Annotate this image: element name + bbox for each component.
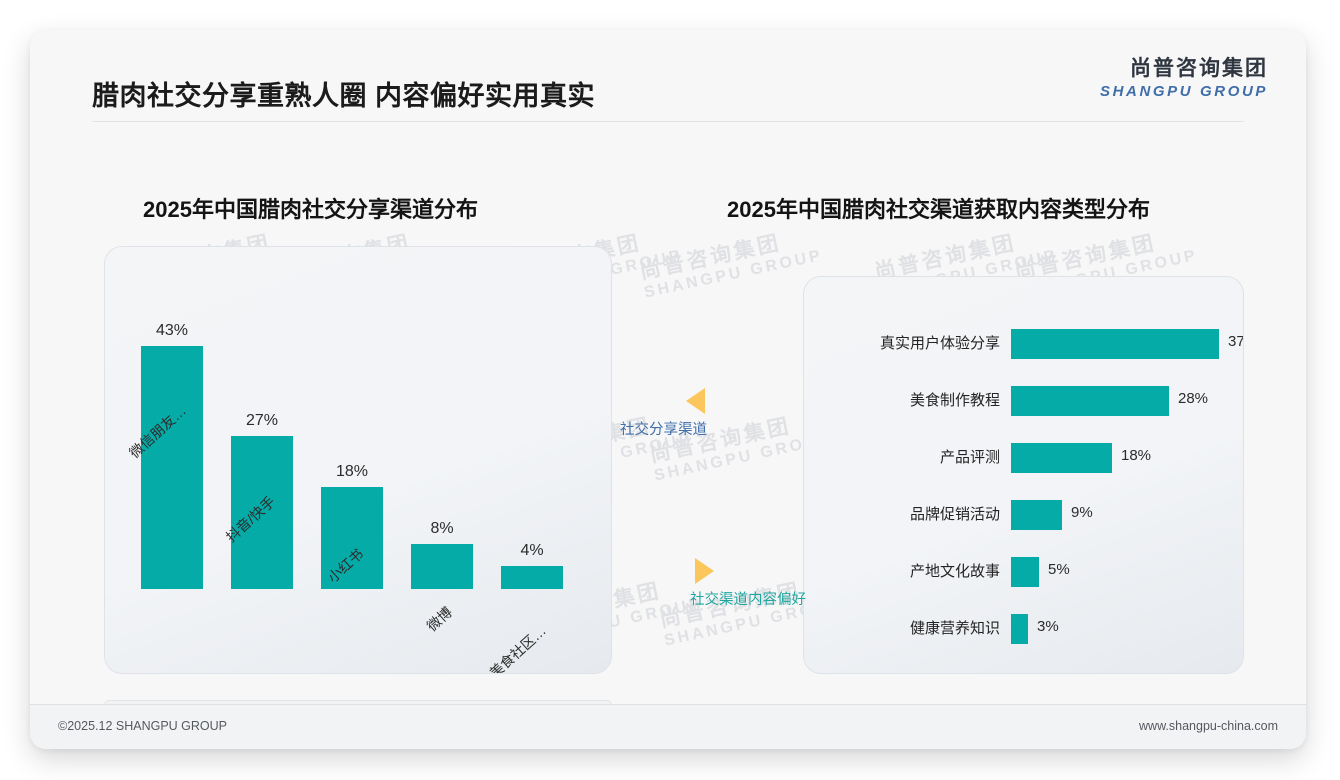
bar-row[interactable]: 产地文化故事 5% xyxy=(804,557,1243,587)
annotation-social-share-channel: 社交分享渠道 xyxy=(620,388,707,439)
bar-column[interactable]: 27% 抖音/快手 xyxy=(223,406,293,589)
bar[interactable] xyxy=(1011,386,1169,416)
logo-english-text: SHANGPU GROUP xyxy=(1100,83,1268,100)
triangle-left-icon xyxy=(686,388,705,414)
bar-value-label: 3% xyxy=(1037,618,1059,635)
bar-value-label: 4% xyxy=(520,542,544,559)
annotation-label: 社交分享渠道 xyxy=(620,422,707,438)
bar-row[interactable]: 美食制作教程 28% xyxy=(804,386,1243,416)
bar-value-label: 27% xyxy=(245,412,279,429)
bar-value-label: 37% xyxy=(1228,333,1244,350)
bar-value-label: 18% xyxy=(335,463,369,480)
watermark-chinese: 尚普咨询集团 xyxy=(637,231,784,284)
footer-copyright: ©2025.12 SHANGPU GROUP xyxy=(58,719,227,733)
bar[interactable] xyxy=(411,544,473,589)
bar-value-label: 18% xyxy=(1121,447,1152,464)
slide-header: 腊肉社交分享重熟人圈 内容偏好实用真实 尚普咨询集团 SHANGPU GROUP xyxy=(30,30,1306,122)
bar-column[interactable]: 8% 微博 xyxy=(411,514,473,634)
bar[interactable] xyxy=(501,566,563,589)
bar-category-label: 真实用户体验分享 xyxy=(879,335,1000,352)
right-chart-panel: 真实用户体验分享 37% 美食制作教程 28% 产品评测 18% 品牌促销活动 9% 产地文化故… xyxy=(803,276,1244,674)
bar[interactable] xyxy=(1011,500,1062,530)
bar-value-label: 8% xyxy=(430,520,454,537)
annotation-label: 社交渠道内容偏好 xyxy=(690,592,806,608)
bar-value-label: 5% xyxy=(1048,561,1070,578)
bar-value-label: 9% xyxy=(1071,504,1093,521)
bar-row[interactable]: 产品评测 18% xyxy=(804,443,1243,473)
bar[interactable] xyxy=(321,487,383,589)
bar-value-label: 28% xyxy=(1178,390,1209,407)
right-chart-title: 2025年中国腊肉社交渠道获取内容类型分布 xyxy=(727,197,1150,222)
bar-column[interactable]: 18% 小红书 xyxy=(321,457,383,589)
bar-category-label: 微博 xyxy=(423,603,456,635)
page-title: 腊肉社交分享重熟人圈 内容偏好实用真实 xyxy=(92,81,596,111)
brand-logo: 尚普咨询集团 SHANGPU GROUP xyxy=(1100,58,1268,99)
triangle-right-icon xyxy=(695,558,714,584)
left-chart-panel: 43% 微信朋友… 27% 抖音/快手 18% 小红书 8% 微博 4% 美食社区… xyxy=(104,246,612,674)
vertical-bar-plot: 43% 微信朋友… 27% 抖音/快手 18% 小红书 8% 微博 4% 美食社区… xyxy=(105,247,611,673)
left-chart-title: 2025年中国腊肉社交分享渠道分布 xyxy=(143,197,478,222)
slide-card: 腊肉社交分享重熟人圈 内容偏好实用真实 尚普咨询集团 SHANGPU GROUP… xyxy=(30,30,1306,749)
bar-category-label: 品牌促销活动 xyxy=(909,506,1000,523)
bar-row[interactable]: 真实用户体验分享 37% xyxy=(804,329,1244,359)
bar-category-label: 美食制作教程 xyxy=(909,392,1000,409)
bar-column[interactable]: 43% 微信朋友… xyxy=(126,316,203,589)
bar[interactable] xyxy=(231,436,293,589)
bar[interactable] xyxy=(141,346,203,589)
bar[interactable] xyxy=(1011,443,1112,473)
bar[interactable] xyxy=(1011,329,1219,359)
watermark-english: SHANGPU GROUP xyxy=(642,246,825,302)
annotation-content-preference: 社交渠道内容偏好 xyxy=(690,558,806,609)
bar-category-label: 产地文化故事 xyxy=(909,563,1000,580)
bar-column[interactable]: 4% 美食社区… xyxy=(486,536,563,673)
bar[interactable] xyxy=(1011,557,1039,587)
bar[interactable] xyxy=(1011,614,1028,644)
logo-chinese-text: 尚普咨询集团 xyxy=(1130,57,1268,80)
footer-divider xyxy=(30,704,1306,705)
bar-value-label: 43% xyxy=(155,322,189,339)
bar-row[interactable]: 健康营养知识 3% xyxy=(804,614,1243,644)
header-divider xyxy=(92,121,1244,122)
footer-website[interactable]: www.shangpu-china.com xyxy=(1139,719,1278,733)
bar-category-label: 美食社区… xyxy=(486,622,549,674)
bar-category-label: 产品评测 xyxy=(939,449,1000,466)
bar-category-label: 健康营养知识 xyxy=(909,620,1000,637)
bar-row[interactable]: 品牌促销活动 9% xyxy=(804,500,1243,530)
slide-footer: ©2025.12 SHANGPU GROUP www.shangpu-china… xyxy=(30,705,1306,749)
